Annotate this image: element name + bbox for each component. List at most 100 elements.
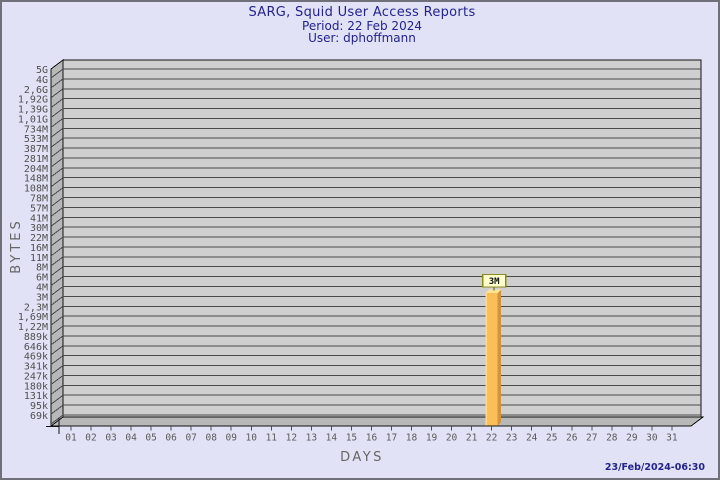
y-wall-tick: [50, 157, 64, 168]
x-tick-label: 27: [586, 433, 597, 444]
y-tick-label: 8M: [36, 263, 48, 274]
y-wall-tick: [50, 256, 64, 267]
y-wall-tick: [50, 286, 64, 296]
x-tick-label: 05: [145, 433, 156, 444]
x-tick-label: 09: [226, 433, 238, 444]
y-tick-label: 387M: [24, 144, 48, 155]
y-wall-tick: [50, 236, 64, 247]
y-wall-tick: [50, 384, 64, 395]
y-wall-tick: [50, 276, 64, 287]
y-tick-label: 2,6G: [24, 85, 48, 96]
y-tick-label: 646k: [24, 342, 48, 353]
y-wall-tick: [50, 365, 64, 375]
y-tick-label: 11M: [30, 253, 48, 264]
x-tick-label: 03: [105, 433, 116, 444]
y-tick-label: 1,39G: [18, 105, 48, 116]
subtitle-user: User: dphoffmann: [308, 31, 416, 45]
x-tick-label: 02: [85, 433, 96, 444]
bar-value-label: 3M: [489, 277, 500, 287]
y-tick-label: 4G: [36, 75, 48, 86]
page-title: SARG, Squid User Access Reports: [248, 5, 476, 20]
y-tick-label: 734M: [24, 124, 48, 135]
generated-timestamp: 23/Feb/2024-06:30: [604, 462, 705, 473]
x-tick-label: 07: [185, 433, 196, 444]
x-tick-label: 15: [346, 433, 357, 444]
x-tick-label: 04: [125, 433, 137, 444]
x-tick-label: 26: [566, 433, 578, 444]
y-wall-tick: [50, 305, 64, 316]
y-wall-tick: [50, 404, 64, 415]
y-wall-tick: [50, 375, 64, 385]
y-wall-tick: [50, 295, 64, 306]
y-tick-label: 4M: [36, 282, 48, 293]
y-tick-label: 1,01G: [18, 114, 48, 125]
y-wall-tick: [50, 266, 64, 277]
x-tick-label: 22: [486, 433, 497, 444]
chart-title-block: SARG, Squid User Access Reports Period: …: [12, 5, 712, 45]
y-wall-tick: [50, 177, 64, 188]
y-tick-label: 2,3M: [24, 302, 48, 313]
y-tick-label: 69k: [30, 411, 48, 422]
y-wall-tick: [50, 147, 64, 158]
bar-side: [497, 289, 502, 426]
y-tick-label: 247k: [24, 371, 48, 382]
y-tick-label: 281M: [24, 154, 48, 165]
y-wall-tick: [50, 187, 64, 198]
y-wall-tick: [50, 167, 64, 178]
y-tick-label: 30M: [30, 223, 48, 234]
x-tick-label: 28: [606, 433, 618, 444]
x-tick-label: 29: [626, 433, 638, 444]
bar-top: [485, 289, 502, 293]
y-wall-tick: [50, 394, 64, 405]
x-tick-label: 18: [406, 433, 418, 444]
y-wall-tick: [50, 88, 64, 99]
y-wall-tick: [50, 226, 64, 237]
y-wall-tick: [50, 414, 64, 425]
y-wall-tick: [50, 206, 64, 217]
y-wall-tick: [50, 137, 64, 148]
y-wall-tick: [50, 68, 64, 79]
y-tick-label: 1,22M: [18, 322, 48, 333]
x-tick-label: 25: [546, 433, 557, 444]
x-tick-label: 31: [666, 433, 678, 444]
y-tick-label: 204M: [24, 164, 48, 175]
y-tick-label: 108M: [24, 184, 48, 195]
y-wall-tick: [50, 118, 64, 128]
y-wall-tick: [50, 355, 64, 366]
y-tick-label: 41M: [30, 213, 48, 224]
y-tick-label: 78M: [30, 194, 48, 205]
x-tick-label: 08: [205, 433, 217, 444]
y-tick-label: 22M: [30, 233, 48, 244]
y-wall-tick: [50, 197, 64, 207]
y-tick-label: 180k: [24, 381, 48, 392]
y-tick-label: 889k: [24, 332, 48, 343]
x-tick-label: 20: [446, 433, 458, 444]
y-tick-label: 341k: [24, 362, 48, 373]
y-tick-label: 148M: [24, 174, 48, 185]
y-tick-label: 5G: [36, 65, 48, 76]
x-tick-label: 10: [246, 433, 258, 444]
y-tick-label: 6M: [36, 273, 48, 284]
y-wall-tick: [50, 98, 64, 109]
plot-backplane: [62, 59, 702, 418]
y-wall-tick: [50, 216, 64, 227]
subtitle-period: Period: 22 Feb 2024: [302, 18, 422, 33]
x-tick-label: 24: [526, 433, 538, 444]
y-tick-label: 57M: [30, 203, 48, 214]
x-tick-label: 23: [506, 433, 517, 444]
x-tick-label: 14: [326, 433, 338, 444]
y-tick-label: 131k: [24, 391, 48, 402]
x-tick-label: 13: [306, 433, 317, 444]
y-wall-tick: [50, 325, 64, 336]
y-wall-tick: [50, 246, 64, 257]
x-tick-label: 21: [466, 433, 478, 444]
y-axis-title: BYTES: [9, 218, 24, 274]
y-wall-tick: [50, 127, 64, 138]
x-tick-label: 17: [386, 433, 397, 444]
y-tick-label: 533M: [24, 134, 48, 145]
y-wall-tick: [50, 335, 64, 346]
y-tick-label: 1,92G: [18, 95, 48, 106]
x-tick-label: 12: [286, 433, 297, 444]
y-wall-tick: [50, 315, 64, 326]
